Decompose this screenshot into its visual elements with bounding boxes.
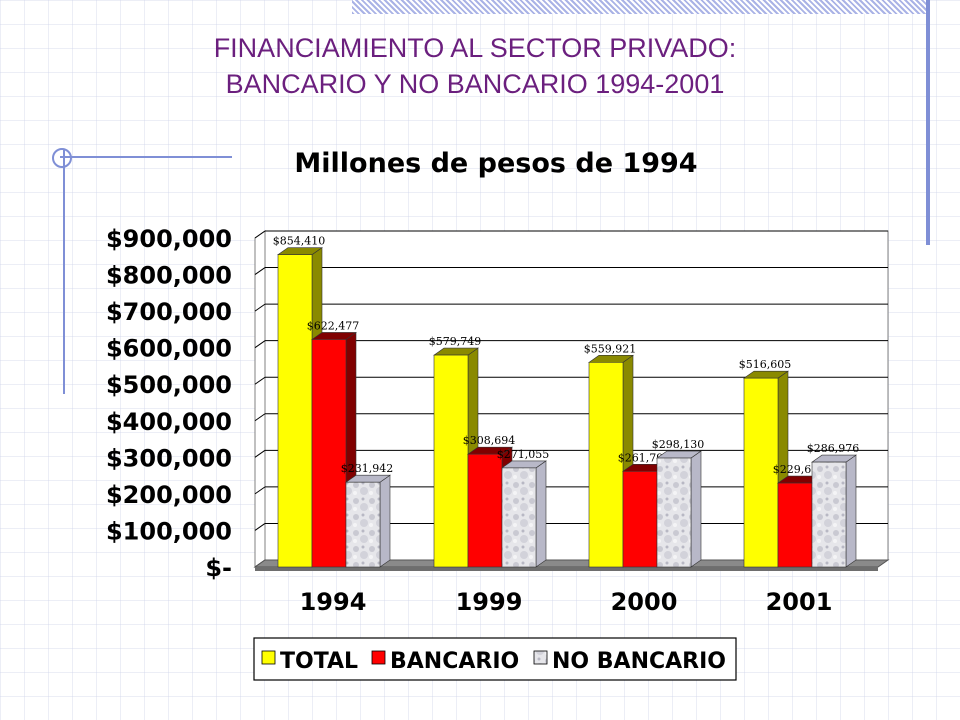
bar-no-bancario bbox=[345, 481, 381, 568]
y-tick-label: $300,000 bbox=[106, 444, 232, 472]
bar-bancario bbox=[467, 453, 503, 568]
data-label: $286,976 bbox=[807, 442, 860, 455]
bar-no-bancario bbox=[656, 457, 692, 568]
data-label: $854,410 bbox=[273, 235, 326, 248]
bar-side bbox=[690, 450, 702, 568]
y-tick-label: $100,000 bbox=[106, 517, 232, 545]
bar-total bbox=[433, 354, 469, 568]
data-label: $559,921 bbox=[584, 342, 637, 355]
bar-side bbox=[535, 460, 547, 568]
side-wall bbox=[254, 230, 266, 568]
x-tick-label: 1994 bbox=[300, 588, 367, 616]
decorative-circle bbox=[52, 148, 72, 168]
chart-floor-front bbox=[255, 567, 878, 571]
y-tick-label: $600,000 bbox=[106, 335, 232, 363]
gridline bbox=[254, 230, 266, 239]
bar-total bbox=[743, 377, 779, 568]
decorative-top-band bbox=[352, 0, 928, 14]
y-tick-label: $- bbox=[205, 554, 232, 582]
y-tick-label: $900,000 bbox=[106, 225, 232, 253]
y-tick-label: $500,000 bbox=[106, 371, 232, 399]
decorative-horizontal-line bbox=[60, 156, 232, 158]
bar-bancario bbox=[311, 339, 347, 568]
gridline bbox=[254, 340, 266, 349]
legend-swatch bbox=[533, 650, 548, 665]
gridline bbox=[254, 523, 266, 531]
gridline bbox=[254, 267, 266, 275]
y-tick-label: $700,000 bbox=[106, 298, 232, 326]
gridline bbox=[254, 376, 266, 385]
bar-total bbox=[588, 362, 624, 568]
data-label: $298,130 bbox=[652, 438, 705, 451]
legend-label: TOTAL bbox=[280, 649, 358, 674]
slide-title-line-1: FINANCIAMIENTO AL SECTOR PRIVADO: bbox=[213, 33, 737, 63]
gridline bbox=[254, 486, 266, 495]
bar-bancario bbox=[622, 471, 658, 568]
data-label: $622,477 bbox=[307, 319, 360, 332]
gridline bbox=[254, 303, 266, 312]
slide-title: FINANCIAMIENTO AL SECTOR PRIVADO: BANCAR… bbox=[150, 30, 800, 102]
chart-title: Millones de pesos de 1994 bbox=[294, 148, 697, 179]
bar-bancario bbox=[777, 482, 813, 568]
gridline bbox=[254, 449, 266, 458]
data-label: $516,605 bbox=[739, 358, 792, 371]
x-tick-label: 2000 bbox=[611, 588, 678, 616]
x-tick-label: 2001 bbox=[766, 588, 833, 616]
legend-swatch bbox=[261, 650, 276, 665]
data-label: $579,749 bbox=[429, 335, 482, 348]
bar-side bbox=[845, 454, 857, 568]
gridline bbox=[254, 413, 266, 422]
bar-side bbox=[379, 474, 391, 568]
decorative-vertical-line-right bbox=[926, 0, 930, 245]
legend-swatch bbox=[371, 650, 386, 665]
legend-label: BANCARIO bbox=[390, 649, 519, 674]
legend-label: NO BANCARIO bbox=[552, 649, 726, 674]
data-label: $231,942 bbox=[341, 462, 394, 475]
decorative-vertical-line-left bbox=[63, 150, 65, 394]
bar-total bbox=[277, 254, 313, 568]
y-tick-label: $400,000 bbox=[106, 408, 232, 436]
legend bbox=[253, 637, 737, 681]
bar-no-bancario bbox=[811, 461, 847, 568]
y-tick-label: $800,000 bbox=[106, 262, 232, 290]
slide-title-line-2: BANCARIO Y NO BANCARIO 1994-2001 bbox=[225, 69, 725, 99]
data-label: $271,055 bbox=[497, 448, 550, 461]
bar-no-bancario bbox=[501, 467, 537, 568]
y-tick-label: $200,000 bbox=[106, 481, 232, 509]
data-label: $308,694 bbox=[463, 434, 516, 447]
x-tick-label: 1999 bbox=[456, 588, 523, 616]
